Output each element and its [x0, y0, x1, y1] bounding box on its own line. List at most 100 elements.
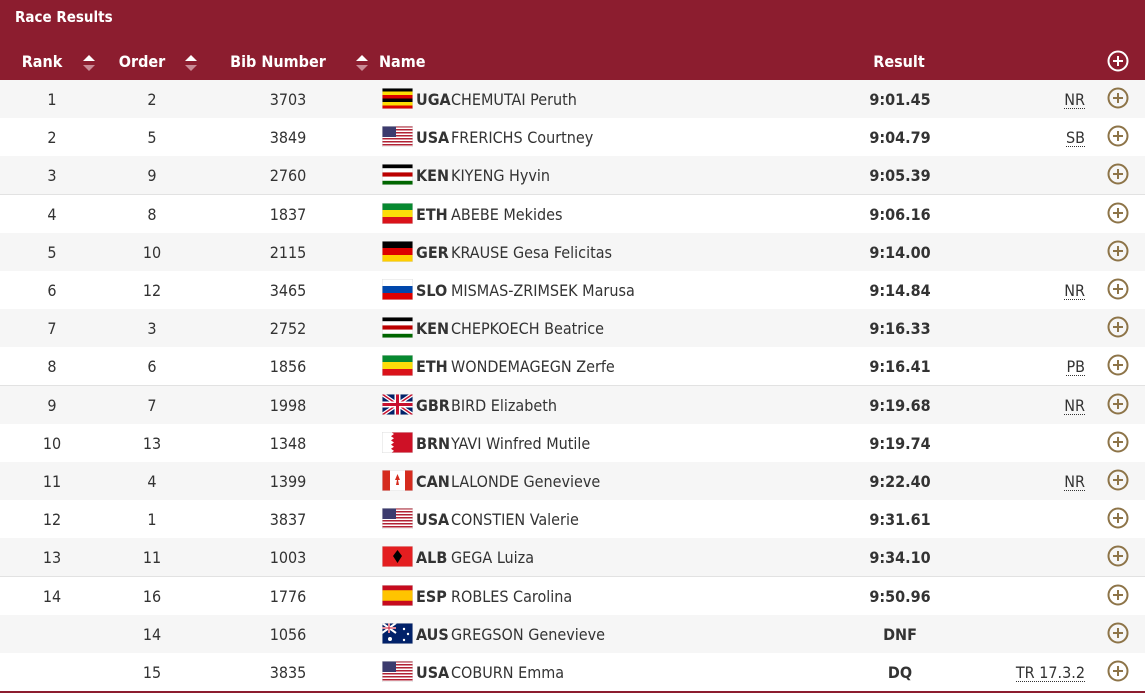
result-row: 4 8 1837 ETH ABEBE Mekides 9:06.16	[0, 194, 1145, 234]
result-row: 10 13 1348 BRN YAVI Winfred Mutile 9:19.74	[0, 423, 1145, 463]
expand-button[interactable]	[1107, 354, 1129, 376]
record-note: SB	[1065, 128, 1085, 148]
bib-number: 1837	[269, 204, 307, 224]
column-header: Order	[118, 52, 166, 71]
result: 9:16.41	[869, 357, 931, 377]
order: 16	[142, 586, 162, 606]
rank: 9	[47, 395, 57, 415]
rank: 14	[42, 586, 62, 606]
bottom-border	[0, 691, 1145, 693]
athlete-name: MISMAS-ZRIMSEK Marusa	[451, 281, 635, 300]
expand-button[interactable]	[1107, 469, 1129, 491]
flag	[382, 279, 413, 300]
result: DNF	[883, 624, 917, 644]
result-row: 9 7 1998 GBR BIRD Elizabeth 9:19.68 NR	[0, 385, 1145, 425]
country-code: SLO	[416, 281, 448, 300]
country-code: GER	[416, 242, 449, 262]
rank: 10	[42, 433, 62, 453]
result: 9:50.96	[869, 586, 931, 606]
country-code: ALB	[416, 548, 448, 568]
rank: 6	[47, 281, 57, 300]
expand-button[interactable]	[1107, 87, 1129, 109]
country-code: BRN	[416, 433, 451, 453]
bib-number: 1856	[269, 357, 307, 377]
sort-button[interactable]	[355, 53, 369, 73]
athlete-name: GREGSON Genevieve	[451, 624, 605, 644]
title-bar: Race Results	[0, 0, 1145, 42]
expand-button[interactable]	[1107, 316, 1129, 338]
expand-button[interactable]	[1107, 431, 1129, 453]
result: 9:19.68	[869, 395, 931, 415]
rank: 1	[47, 90, 57, 109]
expand-button[interactable]	[1107, 622, 1129, 644]
bib-number: 1998	[269, 395, 307, 415]
flag	[382, 393, 413, 415]
expand-button[interactable]	[1107, 125, 1129, 147]
order: 8	[147, 204, 157, 224]
bib-number: 3849	[269, 128, 307, 148]
result-row: 2 5 3849 USA FRERICHS Courtney 9:04.79 SB	[0, 118, 1145, 158]
flag	[382, 202, 413, 224]
result-row: 8 6 1856 ETH WONDEMAGEGN Zerfe 9:16.41 PB	[0, 347, 1145, 387]
order: 14	[142, 624, 162, 644]
flag	[382, 508, 413, 530]
order: 2	[147, 90, 157, 109]
flag	[382, 88, 413, 109]
column-header: Name	[379, 52, 426, 71]
flag	[382, 431, 413, 453]
bib-number: 3703	[269, 90, 307, 109]
country-code: USA	[416, 663, 450, 682]
expand-button[interactable]	[1107, 202, 1129, 224]
flag	[382, 240, 413, 262]
result-row: 1 2 3703 UGA CHEMUTAI Peruth 9:01.45 NR	[0, 80, 1145, 119]
record-note: NR	[1064, 395, 1085, 415]
result-row: 3 9 2760 KEN KIYENG Hyvin 9:05.39	[0, 156, 1145, 196]
result-row: 5 10 2115 GER KRAUSE Gesa Felicitas 9:14.00	[0, 232, 1145, 272]
order: 6	[147, 357, 157, 377]
flag	[382, 317, 413, 339]
expand-button[interactable]	[1107, 240, 1129, 262]
column-header: Result	[873, 52, 925, 71]
result-row: 13 11 1003 ALB GEGA Luiza 9:34.10	[0, 538, 1145, 578]
expand-button[interactable]	[1107, 393, 1129, 415]
expand-button[interactable]	[1107, 545, 1129, 567]
header-row: Rank Order Bib Number Name Result	[0, 42, 1145, 80]
order: 13	[142, 433, 162, 453]
expand-button[interactable]	[1107, 507, 1129, 529]
expand-button[interactable]	[1107, 584, 1129, 606]
result: 9:31.61	[869, 510, 931, 530]
athlete-name: ABEBE Mekides	[451, 204, 563, 224]
result: 9:34.10	[869, 548, 931, 568]
order: 3	[147, 319, 157, 339]
bib-number: 1348	[269, 433, 307, 453]
column-header: Bib Number	[230, 52, 326, 71]
athlete-name: CONSTIEN Valerie	[451, 510, 579, 530]
athlete-name: FRERICHS Courtney	[451, 128, 594, 148]
athlete-name: CHEMUTAI Peruth	[451, 90, 577, 109]
athlete-name: KRAUSE Gesa Felicitas	[451, 242, 613, 262]
record-note: NR	[1064, 281, 1085, 300]
result: 9:14.84	[869, 281, 931, 300]
athlete-name: COBURN Emma	[451, 663, 565, 682]
rank: 7	[47, 319, 57, 339]
rank: 4	[47, 204, 57, 224]
record-note: TR 17.3.2	[1015, 663, 1085, 682]
result: 9:01.45	[869, 90, 931, 109]
expand-button[interactable]	[1107, 163, 1129, 185]
result: 9:22.40	[869, 472, 931, 491]
rank: 13	[42, 548, 62, 568]
athlete-name: ROBLES Carolina	[451, 586, 573, 606]
sort-button[interactable]	[82, 53, 96, 73]
sort-button[interactable]	[184, 53, 198, 73]
result: 9:19.74	[869, 433, 931, 453]
flag	[382, 126, 413, 148]
expand-button[interactable]	[1107, 278, 1129, 300]
result-row: 14 1056 AUS GREGSON Genevieve DNF	[0, 614, 1145, 654]
expand-button[interactable]	[1107, 660, 1129, 682]
result-row: 11 4 1399 CAN LALONDE Genevieve 9:22.40 NR	[0, 462, 1145, 501]
expand-button[interactable]	[1107, 50, 1129, 72]
flag	[382, 164, 413, 186]
flag	[382, 622, 413, 644]
country-code: ESP	[416, 586, 447, 606]
country-code: AUS	[416, 624, 449, 644]
